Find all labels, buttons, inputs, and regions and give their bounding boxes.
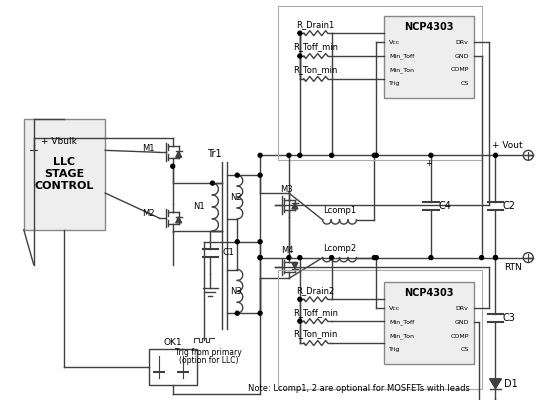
Circle shape xyxy=(258,153,262,157)
Bar xyxy=(149,349,197,385)
Text: Tr1: Tr1 xyxy=(208,149,222,159)
Text: Note: Lcomp1, 2 are optional for MOSFETs with leads: Note: Lcomp1, 2 are optional for MOSFETs… xyxy=(249,384,470,393)
Text: C3: C3 xyxy=(503,313,516,323)
Circle shape xyxy=(372,255,376,259)
Text: M4: M4 xyxy=(281,246,293,255)
Text: M2: M2 xyxy=(142,209,155,219)
Polygon shape xyxy=(292,203,298,209)
Circle shape xyxy=(258,173,262,177)
Circle shape xyxy=(494,153,497,157)
Text: C2: C2 xyxy=(503,201,516,211)
Polygon shape xyxy=(176,151,182,157)
Text: RTN: RTN xyxy=(505,263,522,272)
Text: LLC: LLC xyxy=(53,157,75,167)
Circle shape xyxy=(287,255,291,259)
Text: + Vbulk: + Vbulk xyxy=(40,137,76,146)
Text: Trig from primary: Trig from primary xyxy=(175,348,242,357)
Circle shape xyxy=(258,240,262,244)
Text: M1: M1 xyxy=(142,144,155,153)
Text: R_Ton_min: R_Ton_min xyxy=(294,65,338,75)
Text: STAGE: STAGE xyxy=(44,169,85,179)
Text: Trig: Trig xyxy=(389,347,401,352)
Circle shape xyxy=(287,153,291,157)
Text: GND: GND xyxy=(454,320,469,325)
Circle shape xyxy=(298,153,302,157)
Circle shape xyxy=(375,153,378,157)
Circle shape xyxy=(429,153,433,157)
Circle shape xyxy=(258,311,262,315)
Circle shape xyxy=(235,240,239,244)
Circle shape xyxy=(211,181,214,185)
Circle shape xyxy=(372,153,376,157)
Circle shape xyxy=(494,255,497,259)
Text: R_Drain2: R_Drain2 xyxy=(296,286,335,295)
Text: Lcomp2: Lcomp2 xyxy=(323,244,356,253)
Circle shape xyxy=(480,255,484,259)
Text: N2: N2 xyxy=(230,192,242,202)
Circle shape xyxy=(330,153,334,157)
Text: R_Drain1: R_Drain1 xyxy=(296,20,335,29)
Polygon shape xyxy=(178,362,188,372)
Text: R_Toff_min: R_Toff_min xyxy=(293,308,338,317)
Circle shape xyxy=(298,31,302,35)
Text: GND: GND xyxy=(454,53,469,59)
Circle shape xyxy=(298,319,302,323)
Text: NCP4303: NCP4303 xyxy=(404,288,454,298)
Text: CS: CS xyxy=(460,81,469,86)
Bar xyxy=(384,16,474,98)
Bar xyxy=(278,6,481,160)
Text: R_Toff_min: R_Toff_min xyxy=(293,43,338,52)
Text: C1: C1 xyxy=(222,248,234,257)
Text: D1: D1 xyxy=(505,379,518,389)
Text: (option for LLC): (option for LLC) xyxy=(179,356,238,365)
Text: Vcc: Vcc xyxy=(389,306,401,311)
Polygon shape xyxy=(176,217,182,223)
Text: N3: N3 xyxy=(230,287,242,296)
Circle shape xyxy=(429,255,433,259)
Circle shape xyxy=(298,297,302,301)
Circle shape xyxy=(258,255,262,259)
Text: CONTROL: CONTROL xyxy=(35,181,94,191)
Polygon shape xyxy=(154,362,164,372)
Text: R_Ton_min: R_Ton_min xyxy=(294,330,338,338)
Text: + Vout: + Vout xyxy=(491,141,522,150)
Text: Min_Ton: Min_Ton xyxy=(389,333,414,339)
Text: CS: CS xyxy=(460,347,469,352)
Bar xyxy=(384,282,474,364)
Text: +: + xyxy=(425,159,432,168)
Text: COMP: COMP xyxy=(450,334,469,338)
Text: Lcomp1: Lcomp1 xyxy=(323,207,356,215)
Text: Min_Toff: Min_Toff xyxy=(389,319,414,325)
Bar xyxy=(278,269,481,389)
Circle shape xyxy=(258,255,262,259)
Circle shape xyxy=(375,255,378,259)
Text: Trig: Trig xyxy=(389,81,401,86)
Text: DRv: DRv xyxy=(456,40,469,45)
Text: Vcc: Vcc xyxy=(389,40,401,45)
Text: C4: C4 xyxy=(438,201,452,211)
Polygon shape xyxy=(292,263,298,269)
Text: Min_Ton: Min_Ton xyxy=(389,67,414,73)
Text: M3: M3 xyxy=(281,184,293,194)
Circle shape xyxy=(298,255,302,259)
Text: COMP: COMP xyxy=(450,67,469,73)
Polygon shape xyxy=(490,379,501,389)
Circle shape xyxy=(235,311,239,315)
Text: DRv: DRv xyxy=(456,306,469,311)
Text: OK1: OK1 xyxy=(163,338,182,346)
Bar xyxy=(24,119,105,230)
Circle shape xyxy=(171,164,175,168)
Circle shape xyxy=(298,54,302,58)
Circle shape xyxy=(235,173,239,177)
Circle shape xyxy=(330,255,334,259)
Text: Min_Toff: Min_Toff xyxy=(389,53,414,59)
Text: N1: N1 xyxy=(193,203,204,211)
Text: NCP4303: NCP4303 xyxy=(404,22,454,32)
Circle shape xyxy=(494,255,497,259)
